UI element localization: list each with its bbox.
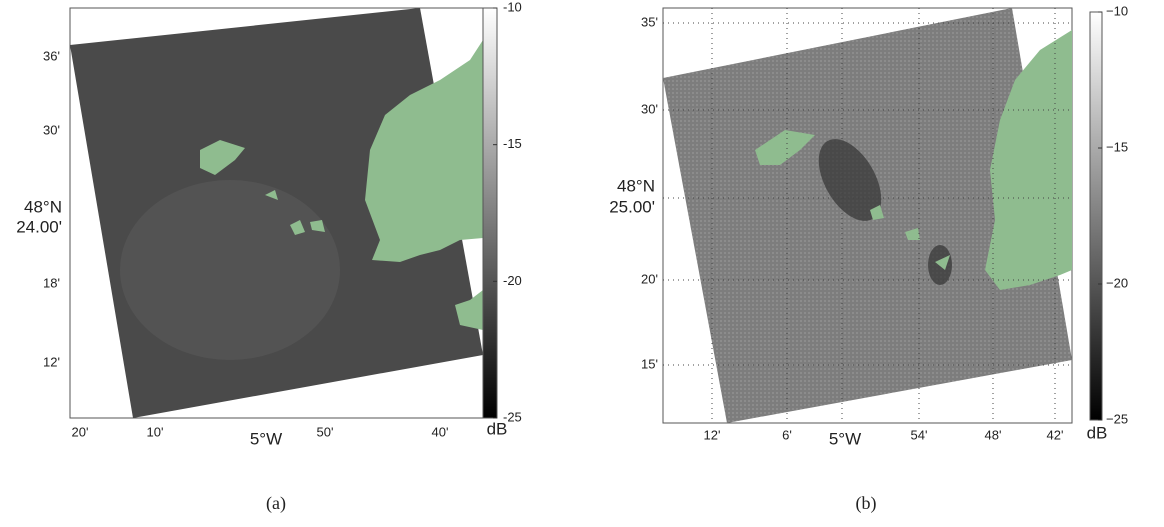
lon-tick-label: 54' [911, 427, 928, 442]
colorbar-tick-label: −10 [1106, 3, 1128, 18]
colorbar-unit: dB [1087, 423, 1108, 442]
lon-tick-label: 20' [72, 424, 89, 439]
lon-tick-label: 42' [1047, 427, 1064, 442]
lon-tick-label: 6' [782, 427, 792, 442]
figure: 36' 30' 18' 12' 48°N 24.00' 20' 10' 50' … [0, 0, 1164, 522]
lat-label: 24.00' [16, 217, 62, 236]
lat-label: 48°N [617, 176, 655, 195]
lat-label: 25.00' [609, 197, 655, 216]
colorbar-tick-label: −15 [1106, 139, 1128, 154]
lat-tick-label: 12' [43, 354, 60, 369]
lat-tick-label: 30' [43, 122, 60, 137]
lat-tick-label: 36' [43, 48, 60, 63]
lon-label: 5°W [829, 429, 861, 448]
colorbar-tick-label: -25 [503, 409, 522, 424]
lat-tick-label: 35' [641, 14, 658, 29]
map-b: 35' 30' 20' 15' 48°N 25.00' 12' 6' 54' 4… [609, 8, 1107, 514]
lon-tick-label: 10' [147, 424, 164, 439]
colorbar-tick-label: −20 [1106, 275, 1128, 290]
lon-label: 5°W [250, 429, 282, 448]
colorbar-tick-label: −25 [1106, 411, 1128, 426]
colorbar-tick-label: -10 [503, 0, 522, 14]
caption: (a) [266, 493, 286, 514]
lat-tick-label: 20' [641, 271, 658, 286]
colorbar [1090, 12, 1102, 420]
colorbar-tick-label: -20 [503, 273, 522, 288]
lat-tick-label: 30' [641, 101, 658, 116]
lat-tick-label: 18' [43, 275, 60, 290]
map-a: 36' 30' 18' 12' 48°N 24.00' 20' 10' 50' … [16, 8, 507, 514]
colorbar [483, 8, 497, 418]
lon-tick-label: 12' [704, 427, 721, 442]
colorbar-tick-label: -15 [503, 136, 522, 151]
lat-tick-label: 15' [641, 356, 658, 371]
lon-tick-label: 40' [432, 424, 449, 439]
lat-label: 48°N [24, 197, 62, 216]
lon-tick-label: 50' [317, 424, 334, 439]
lon-tick-label: 48' [985, 427, 1002, 442]
caption: (b) [856, 493, 877, 514]
